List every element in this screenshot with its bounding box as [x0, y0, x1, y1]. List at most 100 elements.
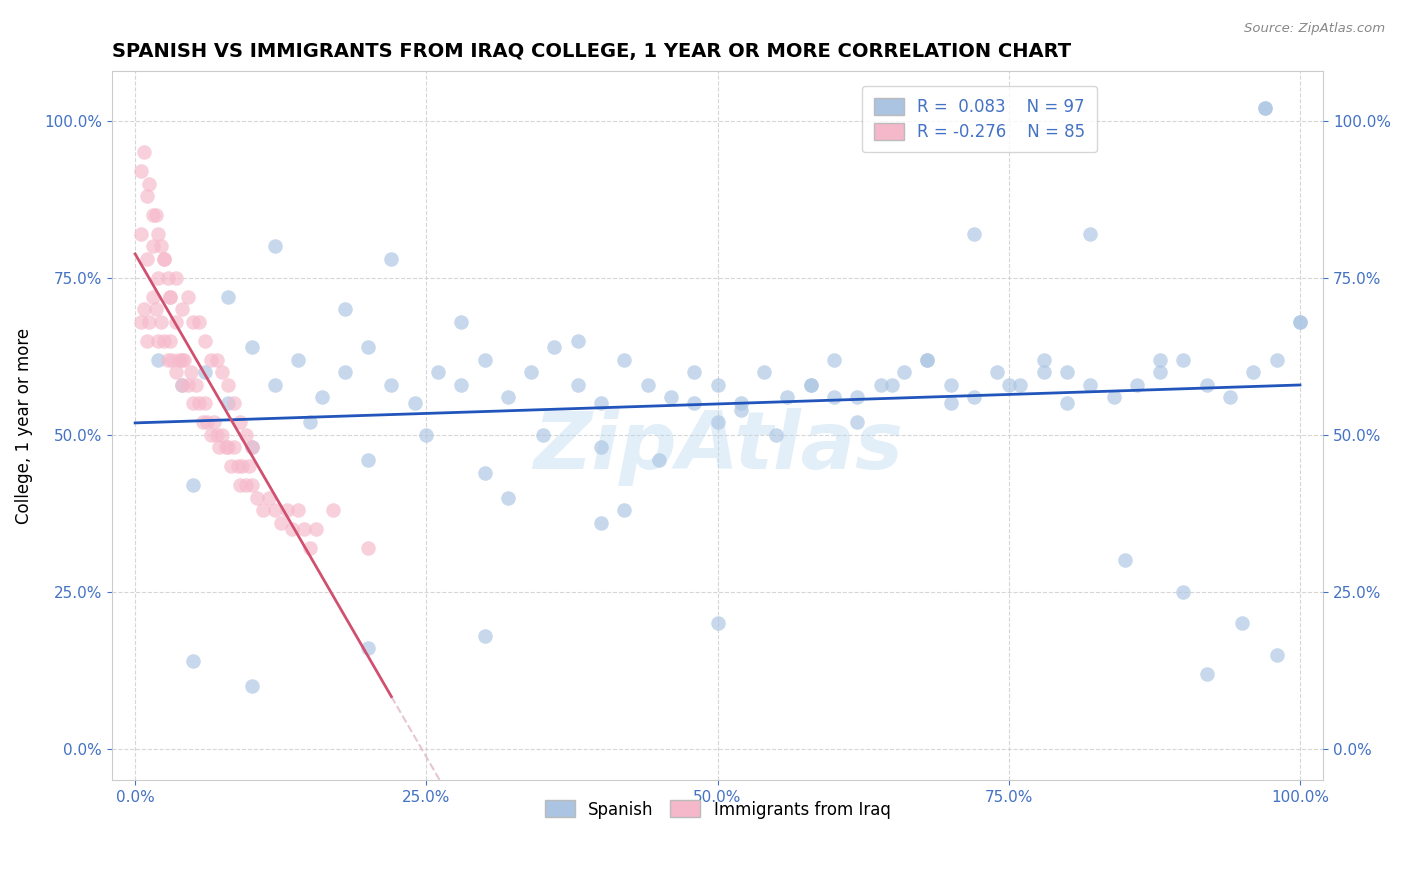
Point [217, 377, 239, 392]
Point [215, 441, 238, 455]
Point [200, 352, 222, 367]
Point [142, 239, 165, 253]
Point [165, 271, 187, 285]
Point [149, 239, 172, 253]
Point [357, 340, 380, 354]
Point [129, 315, 152, 329]
Point [162, 352, 184, 367]
Point [170, 377, 193, 392]
Point [1241, 365, 1264, 379]
Point [276, 503, 298, 517]
Point [188, 315, 211, 329]
Point [1056, 396, 1078, 410]
Point [1032, 365, 1054, 379]
Point [1219, 390, 1241, 404]
Point [380, 377, 402, 392]
Point [129, 164, 152, 178]
Point [765, 428, 787, 442]
Point [322, 503, 344, 517]
Point [474, 352, 496, 367]
Point [235, 478, 257, 492]
Point [264, 239, 287, 253]
Point [415, 428, 437, 442]
Point [226, 459, 249, 474]
Point [1289, 315, 1312, 329]
Point [496, 390, 519, 404]
Point [183, 315, 205, 329]
Point [135, 252, 157, 266]
Point [240, 441, 263, 455]
Point [208, 441, 231, 455]
Point [1078, 377, 1101, 392]
Point [153, 252, 176, 266]
Point [257, 491, 280, 505]
Point [229, 478, 252, 492]
Point [194, 365, 217, 379]
Point [1289, 315, 1312, 329]
Text: SPANISH VS IMMIGRANTS FROM IRAQ COLLEGE, 1 YEAR OR MORE CORRELATION CHART: SPANISH VS IMMIGRANTS FROM IRAQ COLLEGE,… [112, 42, 1071, 61]
Point [520, 365, 543, 379]
Point [165, 315, 187, 329]
Point [637, 377, 659, 392]
Point [246, 491, 269, 505]
Point [1254, 101, 1277, 115]
Point [846, 415, 869, 429]
Point [1114, 553, 1136, 567]
Point [986, 365, 1008, 379]
Point [195, 415, 218, 429]
Point [474, 466, 496, 480]
Point [138, 177, 160, 191]
Point [1173, 352, 1195, 367]
Point [298, 541, 321, 555]
Point [939, 377, 962, 392]
Point [706, 616, 728, 631]
Point [915, 352, 938, 367]
Point [1254, 101, 1277, 115]
Point [496, 491, 519, 505]
Point [1173, 585, 1195, 599]
Point [997, 377, 1019, 392]
Point [156, 352, 179, 367]
Point [200, 428, 222, 442]
Point [240, 340, 263, 354]
Point [963, 227, 986, 241]
Point [730, 402, 752, 417]
Point [1149, 352, 1171, 367]
Point [231, 459, 253, 474]
Point [567, 377, 589, 392]
Point [1126, 377, 1149, 392]
Point [159, 290, 181, 304]
Point [153, 252, 176, 266]
Point [238, 459, 260, 474]
Point [270, 516, 292, 530]
Point [264, 377, 287, 392]
Point [159, 334, 181, 348]
Point [800, 377, 823, 392]
Point [1102, 390, 1125, 404]
Point [893, 365, 915, 379]
Point [169, 352, 191, 367]
Point [194, 334, 217, 348]
Point [138, 315, 160, 329]
Point [194, 396, 217, 410]
Point [183, 396, 205, 410]
Point [149, 315, 172, 329]
Point [659, 390, 682, 404]
Point [142, 208, 165, 222]
Point [706, 415, 728, 429]
Point [333, 302, 356, 317]
Point [1149, 365, 1171, 379]
Point [357, 541, 380, 555]
Point [170, 302, 193, 317]
Point [129, 227, 152, 241]
Point [427, 365, 450, 379]
Point [591, 396, 613, 410]
Text: Source: ZipAtlas.com: Source: ZipAtlas.com [1244, 22, 1385, 36]
Point [156, 271, 179, 285]
Point [148, 334, 170, 348]
Point [357, 641, 380, 656]
Point [148, 352, 170, 367]
Point [142, 290, 165, 304]
Point [591, 516, 613, 530]
Point [939, 396, 962, 410]
